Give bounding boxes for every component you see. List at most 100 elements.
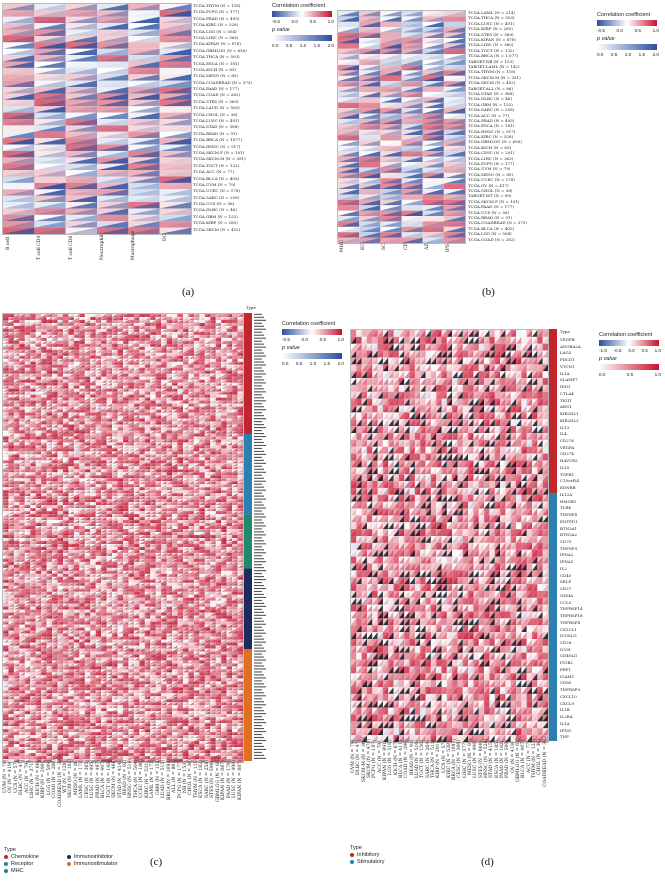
pvalue-triangle xyxy=(34,214,66,222)
heatmap-cell xyxy=(338,43,360,49)
pvalue-triangle xyxy=(128,319,134,323)
panel-c-heatmap xyxy=(2,313,244,763)
pvalue-triangle xyxy=(30,328,36,332)
pvalue-triangle xyxy=(183,314,189,317)
heatmap-cell xyxy=(193,316,200,320)
pvalue-triangle xyxy=(97,202,129,209)
heatmap-cell xyxy=(199,331,205,335)
pvalue-triangle xyxy=(159,195,191,203)
pvalue-triangle xyxy=(166,314,173,317)
heatmap-cell xyxy=(172,334,178,338)
heatmap-cell xyxy=(422,189,444,195)
pvalue-triangle xyxy=(128,48,160,56)
heatmap-cell xyxy=(65,157,97,164)
pvalue-triangle xyxy=(3,29,35,36)
heatmap-cell xyxy=(30,319,36,323)
row-label: TCGA.ACC (N = 77) xyxy=(193,169,234,175)
heatmap-cell xyxy=(123,314,129,317)
row-label: TCGA.STAD (N = 388) xyxy=(468,90,514,96)
legend-tick: 0.5 xyxy=(610,52,618,57)
heatmap-cell xyxy=(199,328,205,332)
row-label: TCGA.PAAD (N = 177) xyxy=(468,204,514,210)
pvalue-triangle xyxy=(443,232,465,238)
heatmap-cell xyxy=(221,328,227,332)
pvalue-triangle xyxy=(359,16,381,22)
pvalue-triangle xyxy=(380,237,402,243)
heatmap-cell xyxy=(52,322,58,326)
heatmap-cell xyxy=(210,314,216,317)
pvalue-triangle xyxy=(128,74,160,81)
heatmap-cell xyxy=(139,319,145,323)
pvalue-triangle xyxy=(150,319,156,323)
pvalue-triangle xyxy=(97,29,129,36)
heatmap-cell xyxy=(46,325,53,329)
heatmap-cell xyxy=(338,232,360,238)
pvalue-triangle xyxy=(166,328,173,332)
heatmap-cell xyxy=(84,325,91,329)
heatmap-cell xyxy=(97,125,129,132)
pvalue-triangle xyxy=(68,316,74,320)
heatmap-cell xyxy=(443,118,465,125)
heatmap-cell xyxy=(159,93,191,100)
pvalue-triangle xyxy=(84,328,91,332)
pvalue-triangle xyxy=(204,319,211,323)
heatmap-cell xyxy=(34,35,66,43)
pvalue-triangle xyxy=(443,124,465,130)
heatmap-cell xyxy=(34,202,66,209)
row-label: TCGA.THCA (N = 503) xyxy=(193,54,240,60)
pvalue-triangle xyxy=(226,319,233,323)
pvalue-triangle xyxy=(359,86,381,92)
heatmap-cell xyxy=(232,319,238,323)
heatmap-cell xyxy=(3,119,35,126)
heatmap-cell xyxy=(443,108,465,114)
heatmap-cell xyxy=(422,59,444,65)
pvalue-triangle xyxy=(422,205,444,211)
pvalue-colorbar xyxy=(597,44,657,50)
pvalue-triangle xyxy=(359,113,381,119)
pvalue-triangle xyxy=(106,325,113,329)
heatmap-cell xyxy=(422,54,444,60)
pvalue-triangle xyxy=(34,182,66,190)
heatmap-cell xyxy=(84,316,91,320)
heatmap-cell xyxy=(237,316,243,320)
heatmap-cell xyxy=(90,319,96,323)
heatmap-cell xyxy=(90,334,96,338)
heatmap-cell xyxy=(133,322,140,326)
legend-tick: 1.0 xyxy=(624,52,632,57)
pvalue-triangle xyxy=(63,314,69,317)
pvalue-triangle xyxy=(8,325,14,329)
pvalue-triangle xyxy=(422,27,444,33)
heatmap-cell xyxy=(19,319,25,323)
heatmap-cell xyxy=(73,325,80,329)
col-label: AZ xyxy=(424,243,430,250)
pvalue-triangle xyxy=(380,59,402,65)
heatmap-cell xyxy=(3,316,9,320)
heatmap-cell xyxy=(73,340,80,344)
heatmap-cell xyxy=(34,227,66,234)
heatmap-cell xyxy=(380,172,402,179)
heatmap-cell xyxy=(155,322,162,326)
pvalue-triangle xyxy=(144,314,151,317)
heatmap-cell xyxy=(443,237,465,243)
heatmap-cell xyxy=(150,325,156,329)
heatmap-cell xyxy=(84,334,91,338)
pvalue-triangle xyxy=(24,322,31,326)
heatmap-cell xyxy=(204,319,211,323)
heatmap-cell xyxy=(338,27,360,33)
pvalue-triangle xyxy=(8,328,14,332)
pvalue-triangle xyxy=(159,35,191,43)
heatmap-cell xyxy=(401,199,423,206)
pvalue-triangle xyxy=(380,124,402,130)
heatmap-cell xyxy=(215,316,222,320)
pvalue-triangle xyxy=(226,331,233,335)
heatmap-cell xyxy=(380,118,402,125)
heatmap-cell xyxy=(401,48,423,55)
pvalue-triangle xyxy=(193,322,200,326)
heatmap-cell xyxy=(52,319,58,323)
pvalue-triangle xyxy=(128,157,160,164)
heatmap-cell xyxy=(35,337,42,341)
pvalue-triangle xyxy=(97,93,129,100)
heatmap-cell xyxy=(65,29,97,36)
heatmap-cell xyxy=(215,319,222,323)
heatmap-cell xyxy=(30,331,36,335)
